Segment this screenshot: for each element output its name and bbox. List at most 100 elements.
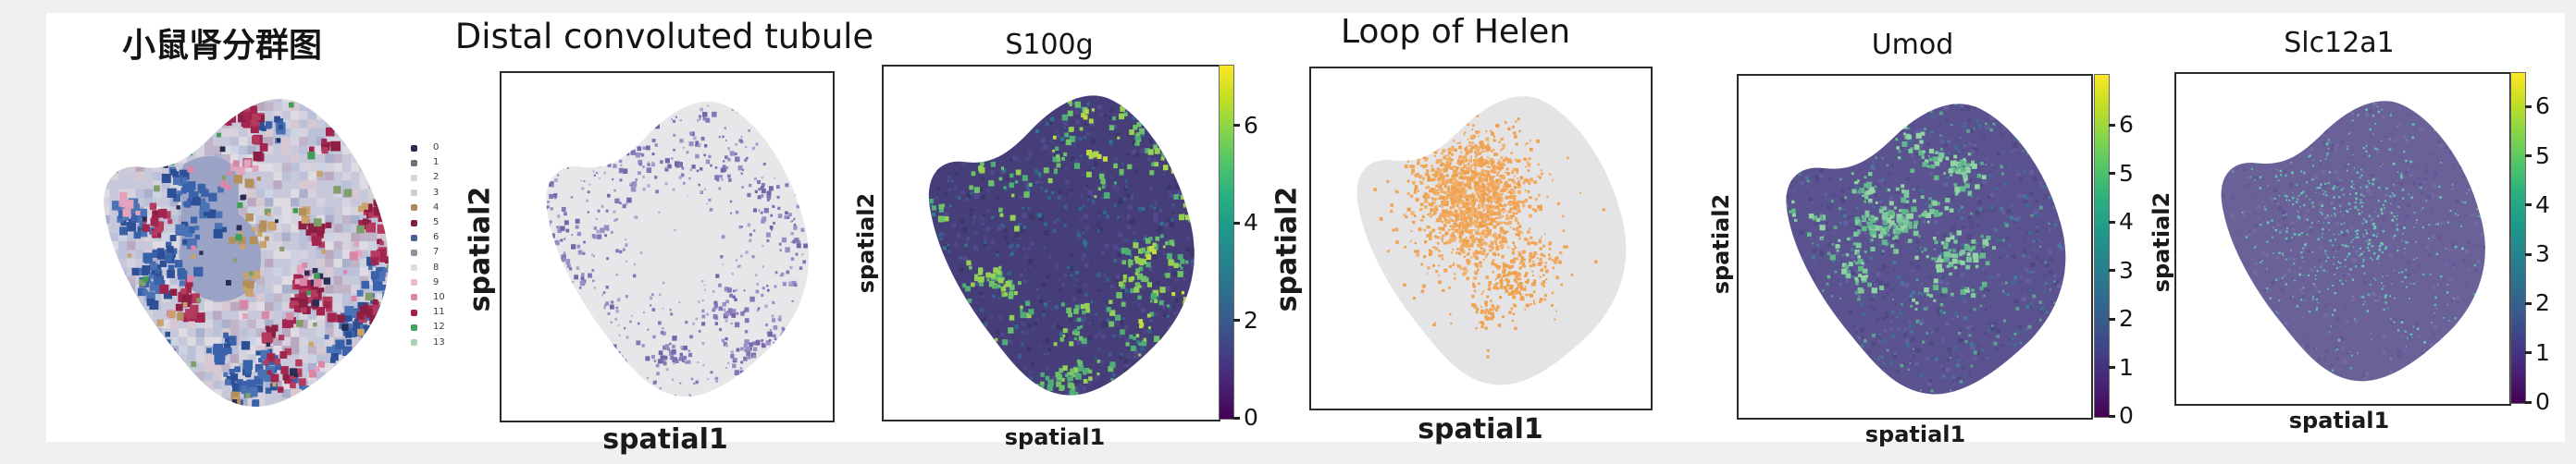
panel-title-distal-convoluted-tubule: Distal convoluted tubule xyxy=(454,17,874,56)
spatial-scatter-svg xyxy=(2221,101,2485,382)
legend-item: 11 xyxy=(411,305,445,320)
legend-label: 6 xyxy=(433,232,440,243)
legend-item: 8 xyxy=(411,261,445,275)
colorbar-tick-label: 4 xyxy=(2119,208,2134,236)
colorbar-tick-mark xyxy=(2109,123,2115,127)
legend-label: 4 xyxy=(433,201,440,213)
legend-item: 9 xyxy=(411,275,445,290)
legend-label: 12 xyxy=(433,322,445,333)
colorbar-tick-label: 0 xyxy=(2119,402,2134,429)
spatial-scatter-svg xyxy=(104,99,389,407)
panel-title-cluster-map: 小鼠肾分群图 xyxy=(121,27,322,65)
slc12a1-expression-plot xyxy=(2174,72,2511,406)
legend-item: 13 xyxy=(411,335,445,349)
colorbar-tick-mark xyxy=(2109,269,2115,273)
colorbar-tick-mark xyxy=(2109,414,2115,418)
slc12a1-colorbar xyxy=(2510,72,2526,404)
legend-label: 9 xyxy=(433,276,440,287)
legend-item: 0 xyxy=(411,140,445,155)
tissue-silhouette xyxy=(546,101,810,397)
legend-color-dot xyxy=(411,144,417,152)
colorbar-tick-label: 2 xyxy=(2535,289,2550,317)
colorbar-tick-mark xyxy=(2525,203,2532,207)
legend-color-dot xyxy=(411,339,417,347)
legend-item: 10 xyxy=(411,290,445,305)
colorbar-tick-label: 4 xyxy=(2535,190,2550,218)
legend-item: 4 xyxy=(411,201,445,215)
spatial-scatter-svg xyxy=(1786,104,2066,395)
legend-label: 13 xyxy=(433,336,445,348)
tissue-silhouette xyxy=(2221,101,2485,382)
colorbar-tick-label: 2 xyxy=(1244,306,1258,334)
x-axis-label: spatial1 xyxy=(2288,408,2390,433)
umod-colorbar xyxy=(2094,74,2110,418)
colorbar-tick-mark xyxy=(1233,416,1240,420)
s100g-colorbar xyxy=(1219,65,1234,420)
colorbar-tick-label: 5 xyxy=(2119,159,2134,187)
scatter-points-layer xyxy=(928,95,1195,396)
colorbar-tick-label: 1 xyxy=(2119,353,2134,381)
figure-paper-background xyxy=(46,13,2565,442)
colorbar-tick-mark xyxy=(1233,319,1240,323)
legend-color-dot xyxy=(411,219,417,226)
legend-label: 5 xyxy=(433,217,440,228)
colorbar-tick-label: 3 xyxy=(2119,256,2134,284)
colorbar-tick-label: 2 xyxy=(2119,305,2134,333)
legend-label: 3 xyxy=(433,187,440,198)
legend-color-dot xyxy=(411,294,417,301)
colorbar-tick-mark xyxy=(2525,351,2532,355)
legend-label: 0 xyxy=(433,142,440,153)
colorbar-tick-label: 6 xyxy=(1244,111,1258,139)
legend-color-dot xyxy=(411,189,417,197)
scatter-points-layer xyxy=(104,99,389,407)
colorbar-tick-mark xyxy=(1233,124,1240,128)
panel-title-slc12a1: Slc12a1 xyxy=(2284,27,2395,59)
colorbar-tick-mark xyxy=(2525,301,2532,305)
legend-color-dot xyxy=(411,159,417,166)
tissue-silhouette xyxy=(1356,96,1627,385)
loop-of-helen-plot xyxy=(1309,67,1653,410)
panel-title-loop-of-helen: Loop of Helen xyxy=(1340,13,1571,51)
colorbar-tick-mark xyxy=(2525,252,2532,256)
scatter-points-layer xyxy=(1373,96,1605,359)
colorbar-tick-label: 3 xyxy=(2535,240,2550,268)
spatial-scatter-svg xyxy=(1356,96,1627,385)
legend-color-dot xyxy=(411,234,417,241)
legend-label: 2 xyxy=(433,172,440,183)
legend-label: 8 xyxy=(433,262,440,273)
y-axis-label: spatial2 xyxy=(853,192,879,294)
colorbar-tick-mark xyxy=(2525,154,2532,158)
legend-color-dot xyxy=(411,249,417,256)
legend-color-dot xyxy=(411,174,417,181)
legend-item: 2 xyxy=(411,170,445,185)
legend-label: 10 xyxy=(433,291,445,302)
y-axis-label: spatial2 xyxy=(464,186,497,312)
x-axis-label: spatial1 xyxy=(602,423,728,456)
legend-color-dot xyxy=(411,204,417,212)
colorbar-tick-mark xyxy=(1233,221,1240,225)
colorbar-tick-label: 4 xyxy=(1244,209,1258,237)
y-axis-label: spatial2 xyxy=(1708,193,1734,295)
colorbar-tick-mark xyxy=(2525,104,2532,108)
x-axis-label: spatial1 xyxy=(1418,413,1543,446)
panel-title-s100g: S100g xyxy=(1005,29,1094,61)
legend-label: 11 xyxy=(433,307,445,318)
legend-item: 1 xyxy=(411,155,445,170)
colorbar-tick-label: 5 xyxy=(2535,141,2550,169)
colorbar-tick-mark xyxy=(2109,172,2115,176)
legend-item: 7 xyxy=(411,245,445,260)
cluster-map-plot xyxy=(56,69,415,432)
tissue-silhouette xyxy=(928,95,1195,396)
y-axis-label: spatial2 xyxy=(2149,191,2174,293)
legend-item: 5 xyxy=(411,215,445,230)
colorbar-tick-label: 1 xyxy=(2535,338,2550,366)
cluster-legend: 0 1 2 3 4 5 6 7 8 9 10 11 12 13 xyxy=(411,140,445,350)
spatial-scatter-svg xyxy=(546,101,810,397)
colorbar-tick-mark xyxy=(2109,366,2115,370)
colorbar-tick-label: 6 xyxy=(2535,92,2550,120)
y-axis-label: spatial2 xyxy=(1270,186,1304,312)
colorbar-tick-label: 6 xyxy=(2119,111,2134,139)
legend-item: 6 xyxy=(411,230,445,245)
legend-color-dot xyxy=(411,324,417,331)
